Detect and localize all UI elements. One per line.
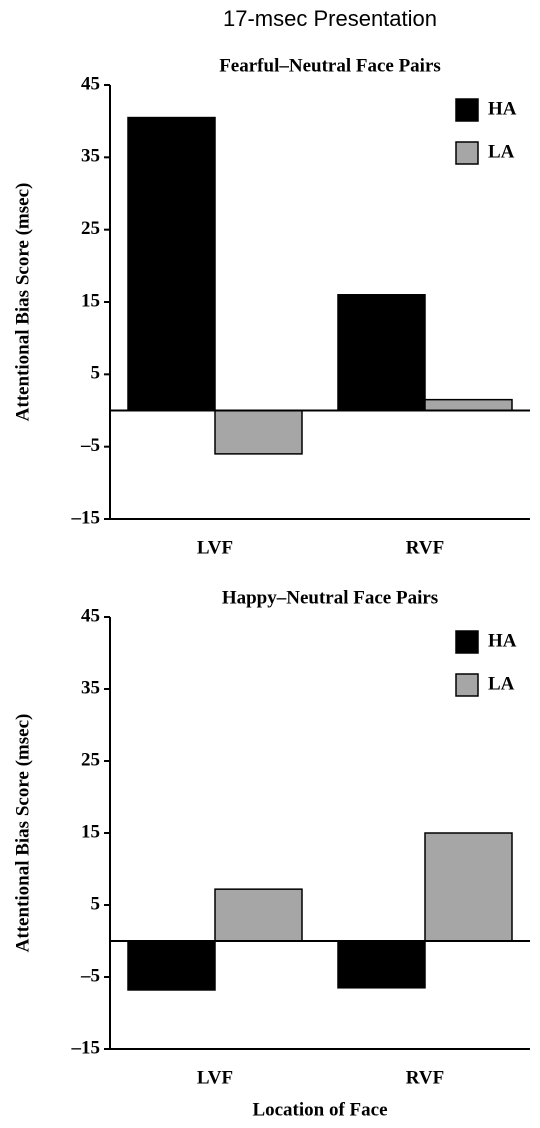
- chart-title: Happy–Neutral Face Pairs: [222, 587, 438, 608]
- y-tick-label: 15: [81, 290, 100, 311]
- legend-swatch: [455, 98, 479, 122]
- legend-label: LA: [488, 141, 515, 162]
- y-tick-label: –5: [80, 965, 100, 986]
- y-tick-label: 45: [81, 605, 100, 626]
- bar: [214, 409, 303, 455]
- y-tick-label: 35: [81, 677, 100, 698]
- legend-label: HA: [488, 630, 517, 651]
- legend-swatch: [455, 673, 479, 697]
- bar: [127, 940, 216, 991]
- figure-title: 17-msec Presentation: [223, 6, 437, 31]
- x-tick-label: RVF: [406, 537, 444, 558]
- x-tick-label: LVF: [197, 537, 233, 558]
- bar: [424, 398, 513, 412]
- bar: [424, 832, 513, 942]
- y-tick-label: –5: [80, 435, 100, 456]
- y-tick-label: 5: [91, 893, 101, 914]
- chart-title: Fearful–Neutral Face Pairs: [219, 55, 441, 76]
- y-tick-label: 45: [81, 73, 100, 94]
- x-tick-label: RVF: [406, 1067, 444, 1088]
- y-tick-label: 15: [81, 821, 100, 842]
- y-tick-label: –15: [71, 507, 101, 528]
- y-tick-label: 5: [91, 363, 101, 384]
- legend-swatch: [455, 630, 479, 654]
- y-tick-label: –15: [71, 1037, 101, 1058]
- y-axis-label: Attentional Bias Score (msec): [12, 714, 33, 953]
- y-tick-label: 25: [81, 218, 100, 239]
- bar: [127, 116, 216, 412]
- y-axis-label: Attentional Bias Score (msec): [12, 183, 33, 422]
- y-tick-label: 35: [81, 146, 100, 167]
- x-axis-label: Location of Face: [252, 1099, 387, 1120]
- legend-swatch: [455, 141, 479, 165]
- bar: [337, 294, 426, 412]
- bar: [337, 940, 426, 989]
- legend-label: HA: [488, 98, 517, 119]
- y-tick-label: 25: [81, 749, 100, 770]
- legend-label: LA: [488, 673, 515, 694]
- x-tick-label: LVF: [197, 1067, 233, 1088]
- bar: [214, 888, 303, 942]
